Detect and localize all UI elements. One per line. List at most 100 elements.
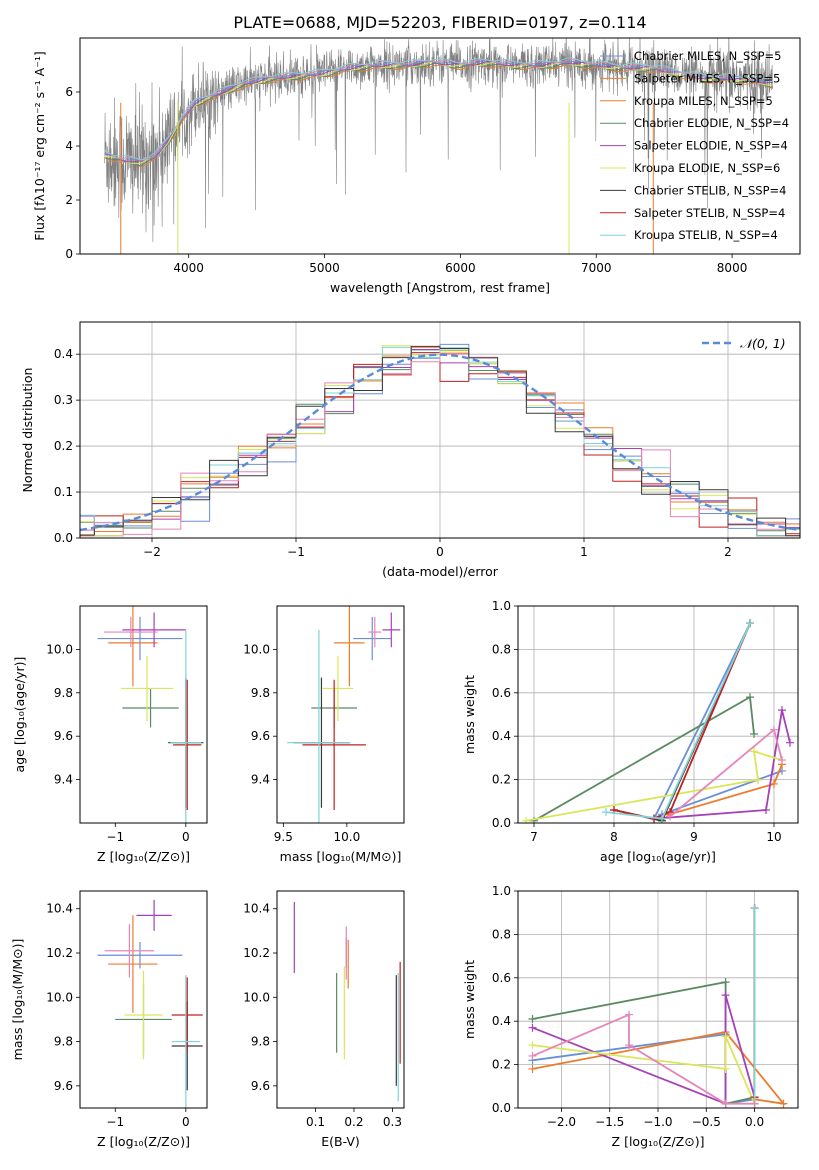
axes-frame — [79, 890, 208, 1109]
y-tick-label: 0.2 — [492, 773, 511, 787]
weight-marker — [528, 1015, 537, 1024]
y-tick-label: 0.0 — [54, 531, 73, 545]
panel-spectrum: 4000 5000 6000 7000 8000 0 2 4 6 wavelength [Angs… — [32, 37, 801, 295]
weight-series-line — [651, 623, 783, 821]
y-tick-label: 2 — [65, 193, 73, 207]
gaussian-curve — [80, 353, 800, 532]
x-tick-label: 1 — [580, 545, 588, 559]
y-tick-label: 9.6 — [54, 729, 73, 743]
weight-marker — [778, 756, 786, 765]
y-tick-label: 0.4 — [492, 1014, 511, 1028]
x-axis-label: Z [log₁₀(Z/Z⊙)] — [97, 1134, 190, 1149]
x-tick-label: 2 — [724, 545, 732, 559]
x-tick-label: 0 — [182, 1115, 190, 1129]
spectrum-model-line — [104, 58, 774, 161]
y-tick-label: 0.4 — [54, 347, 73, 361]
panel-weight_vs_age: 7 8 9 10 0.0 0.2 0.4 0.6 0.8 1.0 age [log₁₀(age/yr… — [462, 599, 799, 864]
panel-age_vs_Z: −1 0 9.4 9.6 9.8 10.0 Z [log₁₀(Z/Z⊙)] age [log₁… — [12, 605, 208, 864]
y-axis-label: mass [log₁₀(M/M⊙)] — [10, 939, 25, 1061]
weight-marker — [528, 1041, 537, 1050]
legend-label: Chabrier STELIB, N_SSP=4 — [634, 183, 786, 197]
x-axis-label: Z [log₁₀(Z/Z⊙)] — [97, 849, 190, 864]
axes-frame — [517, 890, 799, 1109]
y-tick-label: 1.0 — [492, 884, 511, 898]
y-tick-label: 9.6 — [251, 729, 270, 743]
weight-marker — [721, 1064, 730, 1073]
weight-series-line — [532, 1036, 756, 1105]
x-tick-label: 10 — [766, 830, 781, 844]
weight-marker — [779, 1099, 788, 1108]
x-tick-label: 8 — [610, 830, 618, 844]
x-tick-label: 4000 — [173, 261, 204, 275]
weight-marker — [770, 779, 778, 788]
weight-marker — [746, 619, 754, 628]
plot-area — [293, 902, 401, 1102]
y-tick-label: 10.4 — [243, 902, 270, 916]
weight-marker — [528, 1064, 537, 1073]
x-axis-label: E(B-V) — [321, 1134, 360, 1149]
weight-series-line — [613, 623, 751, 822]
axes-frame — [276, 890, 405, 1109]
weight-marker — [721, 1032, 730, 1041]
weight-marker — [721, 991, 730, 1000]
x-axis-label: age [log₁₀(age/yr)] — [600, 849, 716, 864]
spectrum-data-line — [104, 38, 773, 243]
axes-frame — [517, 605, 799, 824]
x-tick-label: 0.2 — [344, 1115, 363, 1129]
y-tick-label: 4 — [65, 139, 73, 153]
legend-label: Chabrier ELODIE, N_SSP=4 — [634, 116, 789, 130]
weight-marker — [666, 812, 674, 821]
x-tick-label: −1 — [106, 1115, 124, 1129]
x-axis-label: mass [log₁₀(M/M⊙)] — [280, 849, 402, 864]
y-tick-label: 10.0 — [46, 642, 73, 656]
x-tick-label: 10.0 — [333, 830, 360, 844]
y-tick-label: 0.6 — [492, 686, 511, 700]
x-tick-label: 6000 — [445, 261, 476, 275]
x-tick-label: −2 — [143, 545, 161, 559]
y-tick-label: 0.4 — [492, 729, 511, 743]
x-tick-label: 0.1 — [306, 1115, 325, 1129]
x-tick-label: −1.0 — [643, 1115, 672, 1129]
x-tick-label: 0.3 — [383, 1115, 402, 1129]
y-tick-label: 9.4 — [54, 773, 73, 787]
legend-label: 𝒩(0, 1) — [740, 336, 786, 351]
spectrum-model-line — [104, 59, 773, 161]
weight-marker — [786, 738, 794, 747]
x-tick-label: 7000 — [581, 261, 612, 275]
legend-label: Kroupa ELODIE, N_SSP=6 — [634, 161, 780, 175]
weight-marker — [602, 808, 610, 817]
weight-marker — [625, 1010, 634, 1019]
x-tick-label: −1 — [287, 545, 305, 559]
legend-label: Kroupa STELIB, N_SSP=4 — [634, 228, 778, 242]
y-tick-label: 1.0 — [492, 599, 511, 613]
weight-marker — [754, 775, 762, 784]
y-axis-label: age [log₁₀(age/yr)] — [12, 657, 27, 773]
panel-age_vs_mass: 9.5 10.0 9.4 9.6 9.8 10.0 mass [log₁₀(M/M⊙)] — [243, 605, 405, 864]
y-tick-label: 9.4 — [251, 773, 270, 787]
legend-label: Salpeter MILES, N_SSP=5 — [634, 71, 780, 85]
y-tick-label: 0.0 — [492, 1101, 511, 1115]
y-tick-label: 10.2 — [46, 946, 73, 960]
y-tick-label: 0.8 — [492, 642, 511, 656]
x-axis-label: wavelength [Angstrom, rest frame] — [330, 280, 550, 295]
y-tick-label: 9.8 — [54, 686, 73, 700]
y-tick-label: 9.6 — [251, 1079, 270, 1093]
y-axis-label: Flux [fλ10⁻¹⁷ erg cm⁻² s⁻¹ A⁻¹] — [32, 51, 47, 240]
x-tick-label: −1.5 — [595, 1115, 624, 1129]
legend-label: Salpeter ELODIE, N_SSP=4 — [634, 139, 788, 153]
figure-title: PLATE=0688, MJD=52203, FIBERID=0197, z=0… — [233, 13, 646, 32]
y-tick-label: 9.6 — [54, 1079, 73, 1093]
y-axis-label: mass weight — [462, 675, 477, 754]
plot-area — [104, 38, 774, 254]
plot-area — [528, 904, 788, 1108]
weight-marker — [522, 816, 530, 823]
y-tick-label: 10.4 — [46, 902, 73, 916]
y-tick-label: 0.2 — [492, 1058, 511, 1072]
y-tick-label: 9.8 — [251, 1035, 270, 1049]
x-tick-label: 0 — [436, 545, 444, 559]
x-tick-label: 9.5 — [274, 830, 293, 844]
x-tick-label: 7 — [530, 830, 538, 844]
weight-marker — [721, 1099, 730, 1108]
axes-frame — [79, 605, 208, 824]
panel-weight_vs_Z: −2.0 −1.5 −1.0 −0.5 0.0 0.0 0.2 0.4 0.6 0.8 1.0 Z [… — [462, 884, 799, 1149]
